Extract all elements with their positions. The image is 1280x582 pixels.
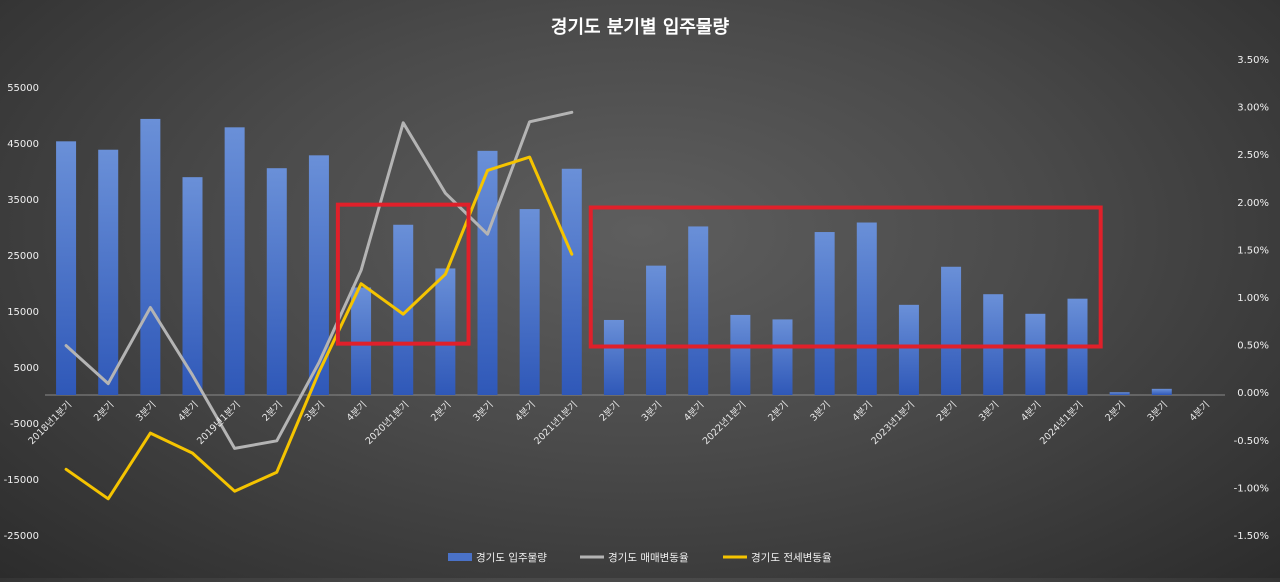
bar-10 bbox=[435, 268, 455, 395]
x-axis-tick-label: 2020년1분기 bbox=[364, 399, 412, 447]
x-axis-tick-label: 4분기 bbox=[1019, 399, 1043, 423]
y-axis-tick-label: 15000 bbox=[7, 307, 39, 318]
y-axis-tick-label: 5000 bbox=[14, 363, 39, 374]
x-axis-tick-label: 2023년1분기 bbox=[869, 399, 917, 447]
bar-6 bbox=[267, 168, 287, 395]
bar-12 bbox=[520, 209, 540, 395]
bar-18 bbox=[773, 319, 793, 395]
x-axis-tick-label: 4분기 bbox=[1188, 399, 1212, 423]
bar-19 bbox=[815, 232, 835, 395]
y2-axis-tick-label: -1.50% bbox=[1234, 531, 1269, 542]
bar-5 bbox=[225, 127, 245, 395]
y2-axis-tick-label: 3.50% bbox=[1237, 55, 1269, 66]
y2-axis-tick-label: -1.00% bbox=[1234, 483, 1269, 494]
x-axis-tick-label: 3분기 bbox=[640, 399, 664, 423]
bar-16 bbox=[688, 226, 708, 395]
bar-24 bbox=[1025, 314, 1045, 395]
bar-13 bbox=[562, 169, 582, 395]
x-axis-tick-label: 2022년1분기 bbox=[701, 399, 749, 447]
legend-label: 경기도 입주물량 bbox=[476, 551, 547, 564]
y2-axis-tick-label: 0.50% bbox=[1237, 341, 1269, 352]
x-axis-tick-label: 3분기 bbox=[808, 399, 832, 423]
y2-axis-tick-label: 0.00% bbox=[1237, 388, 1269, 399]
x-axis-tick-label: 2분기 bbox=[92, 399, 116, 423]
bar-21 bbox=[899, 305, 919, 395]
y2-axis-tick-label: 1.50% bbox=[1237, 245, 1269, 256]
x-axis-tick-label: 2분기 bbox=[429, 399, 453, 423]
x-axis-tick-label: 3분기 bbox=[977, 399, 1001, 423]
x-axis-tick-label: 4분기 bbox=[345, 399, 369, 423]
x-axis-tick-label: 3분기 bbox=[134, 399, 158, 423]
y2-axis-tick-label: 3.00% bbox=[1237, 103, 1269, 114]
x-axis-tick-label: 2021년1분기 bbox=[532, 399, 580, 447]
x-axis-tick-label: 4분기 bbox=[850, 399, 874, 423]
bar-2 bbox=[98, 150, 118, 395]
y-axis-tick-label: -15000 bbox=[4, 475, 39, 486]
bar-20 bbox=[857, 223, 877, 395]
highlight-box-2 bbox=[591, 208, 1101, 347]
x-axis-tick-label: 4분기 bbox=[513, 399, 537, 423]
bar-1 bbox=[56, 141, 76, 395]
bars-group bbox=[56, 119, 1172, 395]
chart-title: 경기도 분기별 입주물량 bbox=[551, 16, 730, 38]
bar-22 bbox=[941, 267, 961, 395]
bar-15 bbox=[646, 266, 666, 395]
x-axis-tick-label: 2분기 bbox=[935, 399, 959, 423]
y-axis-tick-label: -25000 bbox=[4, 531, 39, 542]
y2-axis-tick-label: 2.50% bbox=[1237, 150, 1269, 161]
y-axis-tick-label: 55000 bbox=[7, 83, 39, 94]
bar-17 bbox=[730, 315, 750, 395]
bar-26 bbox=[1110, 392, 1130, 395]
y-axis-tick-label: 35000 bbox=[7, 195, 39, 206]
y-axis-tick-label: 25000 bbox=[7, 251, 39, 262]
x-axis-tick-label: 2분기 bbox=[1103, 399, 1127, 423]
legend-swatch-bar bbox=[448, 553, 472, 561]
y2-axis-tick-label: 2.00% bbox=[1237, 198, 1269, 209]
bar-8 bbox=[351, 287, 371, 395]
x-axis-tick-label: 2분기 bbox=[260, 399, 284, 423]
x-axis-tick-label: 2분기 bbox=[766, 399, 790, 423]
x-axis-tick-label: 4분기 bbox=[682, 399, 706, 423]
y-axis-tick-label: -5000 bbox=[10, 419, 39, 430]
x-axis-tick-label: 3분기 bbox=[471, 399, 495, 423]
x-axis-tick-label: 3분기 bbox=[1145, 399, 1169, 423]
y2-axis-tick-label: -0.50% bbox=[1234, 436, 1269, 447]
bar-3 bbox=[140, 119, 160, 395]
legend-label: 경기도 전세변동율 bbox=[751, 551, 832, 564]
y2-axis-tick-label: 1.00% bbox=[1237, 293, 1269, 304]
bar-14 bbox=[604, 320, 624, 395]
x-axis-tick-label: 2분기 bbox=[598, 399, 622, 423]
legend-label: 경기도 매매변동율 bbox=[608, 551, 689, 564]
x-axis-tick-label: 4분기 bbox=[176, 399, 200, 423]
x-axis-tick-label: 2019년1분기 bbox=[195, 399, 243, 447]
bar-27 bbox=[1152, 389, 1172, 395]
y-axis-tick-label: 45000 bbox=[7, 139, 39, 150]
legend: 경기도 입주물량 경기도 매매변동율 경기도 전세변동율 bbox=[448, 551, 832, 564]
x-axis-tick-label: 2024년1분기 bbox=[1038, 399, 1086, 447]
